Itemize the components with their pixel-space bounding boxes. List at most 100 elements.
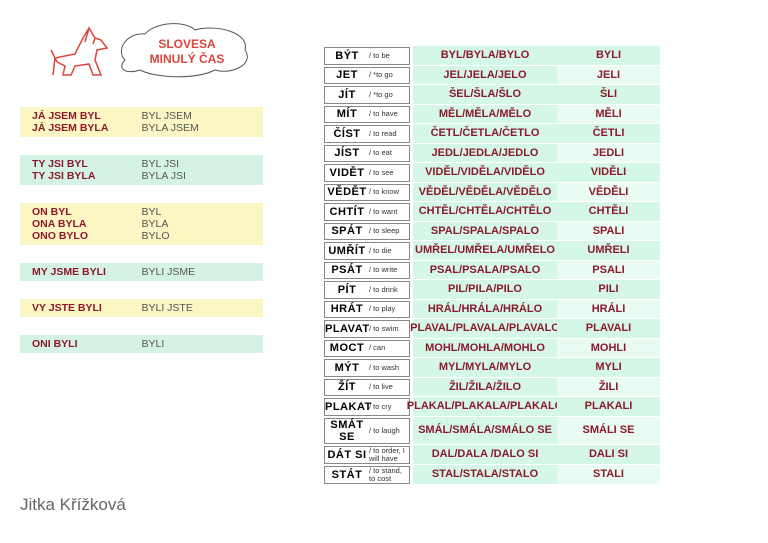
short-forms: BYLI bbox=[142, 338, 252, 350]
verb-cell: ČÍST / to read bbox=[324, 125, 410, 143]
verb-row: MÍT / to have MĚL/MĚLA/MĚLO MĚLI bbox=[324, 104, 660, 124]
form: BYLI bbox=[141, 338, 165, 350]
form: BYLI JSME bbox=[141, 266, 196, 278]
translation: / to sleep bbox=[369, 226, 400, 236]
translation: / to wash bbox=[369, 362, 400, 372]
form: ON BYL bbox=[32, 206, 72, 218]
past-forms: PLAKAL/PLAKALA/PLAKALO bbox=[407, 397, 563, 417]
verb-row: DÁT SI / to order, I will have DAL/DALA /D… bbox=[324, 444, 660, 465]
short-forms: BYLI JSME bbox=[142, 266, 252, 278]
form: BYL JSEM bbox=[141, 110, 192, 122]
form: ONA BYLA bbox=[32, 218, 87, 230]
form: TY JSI BYL bbox=[32, 158, 88, 170]
verb: STÁT bbox=[331, 468, 363, 481]
past-forms: ŠEL/ŠLA/ŠLO bbox=[413, 85, 557, 105]
past-forms: MOHL/MOHLA/MOHLO bbox=[413, 338, 557, 358]
plural-form: JELI bbox=[557, 65, 660, 85]
verb-row: SPÁT / to sleep SPAL/SPALA/SPALO SPALI bbox=[324, 221, 660, 241]
translation: / *to go bbox=[369, 89, 393, 99]
form: ONO BYLO bbox=[32, 230, 89, 242]
translation: / to have bbox=[369, 109, 398, 119]
translation: / can bbox=[369, 343, 386, 353]
verb-cell: MÝT / to wash bbox=[324, 359, 410, 377]
verb: ŽÍT bbox=[338, 381, 356, 394]
plural-form: MOHLI bbox=[557, 338, 660, 358]
translation: / to write bbox=[369, 265, 398, 275]
verb-row: PSÁT / to write PSAL/PSALA/PSALO PSALI bbox=[324, 260, 660, 280]
verb-cell: STÁT / to stand, to cost bbox=[324, 465, 410, 484]
plural-form: SMÁLI SE bbox=[557, 416, 660, 445]
verb-cell: UMŘÍT / to die bbox=[324, 242, 410, 260]
translation: / to be bbox=[369, 50, 390, 60]
verb-row: MOCT / can MOHL/MOHLA/MOHLO MOHLI bbox=[324, 338, 660, 358]
verb-row: PÍT / to drink PIL/PILA/PILO PILI bbox=[324, 280, 660, 300]
verb-row: MÝT / to wash MYL/MYLA/MYLO MYLI bbox=[324, 358, 660, 378]
verb: MÝT bbox=[334, 361, 360, 374]
plural-form: HRÁLI bbox=[557, 299, 660, 319]
verb-cell: SMÁT SE / to laugh bbox=[324, 417, 410, 444]
verb-row: UMŘÍT / to die UMŘEL/UMŘELA/UMŘELO UMŘELI bbox=[324, 241, 660, 261]
translation: / to want bbox=[369, 206, 398, 216]
verb: BÝT bbox=[335, 49, 359, 62]
verb-row: STÁT / to stand, to cost STAL/STALA/STALO S… bbox=[324, 464, 660, 485]
verb-cell: PÍT / to drink bbox=[324, 281, 410, 299]
full-forms: ON BYL ONA BYLA ONO BYLO bbox=[32, 206, 142, 242]
dog-drawing bbox=[50, 26, 109, 76]
verb: VĚDĚT bbox=[327, 186, 367, 199]
form: BYLA bbox=[141, 218, 169, 230]
verb-cell: PLAKAT / to cry bbox=[324, 398, 410, 416]
verb-cell: PSÁT / to write bbox=[324, 261, 410, 279]
verb-row: VĚDĚT / to know VĚDĚL/VĚDĚLA/VĚDĚLO VĚDĚLI bbox=[324, 182, 660, 202]
verb-row: PLAVAT / to swim PLAVAL/PLAVALA/PLAVALO PLA… bbox=[324, 319, 660, 339]
form: BYLA JSI bbox=[141, 170, 186, 182]
plural-form: MYLI bbox=[557, 358, 660, 378]
verb-cell: VIDĚT / to see bbox=[324, 164, 410, 182]
form: ONI BYLI bbox=[32, 338, 78, 350]
verb-row: HRÁT / to play HRÁL/HRÁLA/HRÁLO HRÁLI bbox=[324, 299, 660, 319]
verb-row: JÍST / to eat JEDL/JEDLA/JEDLO JEDLI bbox=[324, 143, 660, 163]
translation: / *to go bbox=[369, 70, 393, 80]
plural-form: VĚDĚLI bbox=[557, 182, 660, 202]
verb: HRÁT bbox=[330, 303, 364, 316]
verb-row: PLAKAT / to cry PLAKAL/PLAKALA/PLAKALO PLAK… bbox=[324, 397, 660, 417]
past-forms: PLAVAL/PLAVALA/PLAVALO bbox=[410, 319, 560, 339]
plural-form: MĚLI bbox=[557, 104, 660, 124]
verb-row: ŽÍT / to live ŽIL/ŽILA/ŽILO ŽILI bbox=[324, 377, 660, 397]
translation: / to eat bbox=[369, 148, 392, 158]
past-forms: CHTĚL/CHTĚLA/CHTĚLO bbox=[413, 202, 557, 222]
verb-cell: VĚDĚT / to know bbox=[324, 183, 410, 201]
plural-form: PSALI bbox=[557, 260, 660, 280]
verb-cell: HRÁT / to play bbox=[324, 300, 410, 318]
plural-form: PLAVALI bbox=[557, 319, 660, 339]
translation: / to order, I will have bbox=[369, 445, 405, 463]
plural-form: BYLI bbox=[557, 46, 660, 66]
full-forms: ONI BYLI bbox=[32, 338, 142, 350]
verb-cell: JÍST / to eat bbox=[324, 144, 410, 162]
short-forms: BYLI JSTE bbox=[142, 302, 252, 314]
verb-row: ČÍST / to read ČETL/ČETLA/ČETLO ČETLI bbox=[324, 124, 660, 144]
plural-form: PILI bbox=[557, 280, 660, 300]
plural-form: SPALI bbox=[557, 221, 660, 241]
logo: SLOVESA MINULÝ ČAS bbox=[50, 23, 248, 78]
plural-form: VIDĚLI bbox=[557, 163, 660, 183]
translation: / to stand, to cost bbox=[369, 465, 402, 483]
past-forms: SPAL/SPALA/SPALO bbox=[413, 221, 557, 241]
verb: PLAKAT bbox=[325, 400, 372, 413]
past-forms: STAL/STALA/STALO bbox=[413, 464, 557, 485]
past-forms: JEDL/JEDLA/JEDLO bbox=[413, 143, 557, 163]
verb: CHTÍT bbox=[329, 205, 365, 218]
verb: SMÁT SE bbox=[330, 418, 364, 443]
translation: / to live bbox=[369, 382, 393, 392]
form: MY JSME BYLI bbox=[32, 266, 106, 278]
plural-form: PLAKALI bbox=[557, 397, 660, 417]
verb-row: VIDĚT / to see VIDĚL/VIDĚLA/VIDĚLO VIDĚLI bbox=[324, 163, 660, 183]
verb-row: SMÁT SE / to laugh SMÁL/SMÁLA/SMÁLO SE SMÁL… bbox=[324, 416, 660, 445]
translation: / to read bbox=[369, 128, 397, 138]
plural-form: JEDLI bbox=[557, 143, 660, 163]
verb-cell: MÍT / to have bbox=[324, 105, 410, 123]
cloud bbox=[120, 23, 248, 78]
verb-row: CHTÍT / to want CHTĚL/CHTĚLA/CHTĚLO CHTĚLI bbox=[324, 202, 660, 222]
past-forms: BYL/BYLA/BYLO bbox=[413, 46, 557, 66]
past-forms: JEL/JELA/JELO bbox=[413, 65, 557, 85]
